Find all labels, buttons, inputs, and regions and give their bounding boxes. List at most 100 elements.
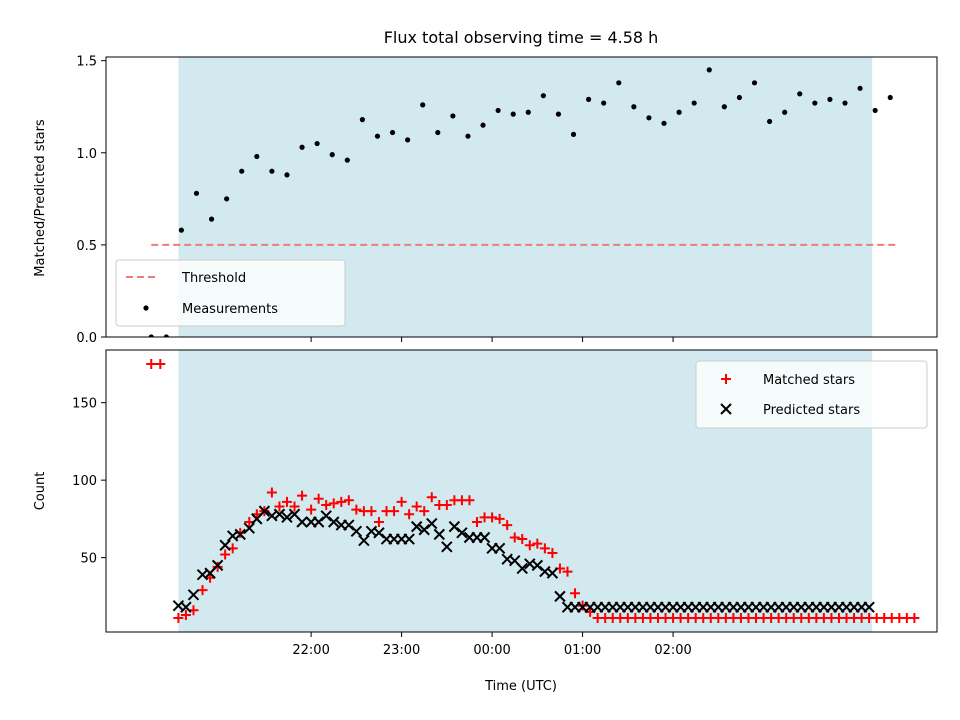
bottom-plus-point xyxy=(509,532,520,543)
top-dot-point xyxy=(751,80,758,86)
bottom-plus-point xyxy=(366,506,377,517)
bottom-plus-point xyxy=(155,358,166,369)
bottom-plus-point xyxy=(494,513,505,524)
bottom-y-tick-label: 50 xyxy=(80,552,97,567)
top-dot-point xyxy=(480,122,486,128)
top-dot-point xyxy=(269,168,275,174)
bottom-plus-point xyxy=(313,493,324,504)
bottom-x-point xyxy=(180,601,192,613)
top-dot-point xyxy=(586,96,592,102)
bottom-y-axis-label: Count xyxy=(33,472,48,511)
bottom-plus-point xyxy=(396,496,407,507)
bottom-plus-point xyxy=(336,496,347,507)
top-dot-point xyxy=(208,216,215,222)
top-dot-point xyxy=(691,100,697,106)
bottom-x-point xyxy=(243,522,255,534)
bottom-x-point xyxy=(426,517,438,530)
bottom-plus-point xyxy=(180,609,191,620)
bottom-plus-point xyxy=(539,543,550,554)
bottom-plus-point xyxy=(389,506,400,517)
top-plot-frame xyxy=(105,56,938,338)
bottom-plus-point xyxy=(351,504,362,515)
bottom-plus-point xyxy=(297,490,308,501)
bottom-x-point xyxy=(516,562,528,575)
top-legend: Threshold Measurements xyxy=(115,259,346,327)
bottom-plus-point xyxy=(532,538,543,549)
bottom-plus-point xyxy=(321,499,332,510)
chart-title: Flux total observing time = 4.58 h xyxy=(384,28,659,47)
bottom-legend: Matched stars Predicted stars xyxy=(695,360,928,429)
bottom-y-tick-label: 100 xyxy=(72,474,97,489)
top-dot-point xyxy=(827,96,833,102)
top-dot-point xyxy=(163,334,169,337)
top-dot-point xyxy=(178,227,185,233)
top-y-tick-label: 1.0 xyxy=(76,147,97,162)
top-dot-point xyxy=(857,85,863,91)
bottom-x-point xyxy=(258,505,271,517)
legend-matched-swatch xyxy=(721,374,731,384)
bottom-x-point xyxy=(234,528,246,541)
bottom-plus-point xyxy=(373,516,384,527)
legend-measurements-swatch xyxy=(143,305,149,311)
bottom-x-point xyxy=(493,542,506,555)
top-dot-point xyxy=(344,157,350,163)
bottom-plus-point xyxy=(306,504,317,515)
bottom-x-point xyxy=(456,527,468,539)
top-dot-point xyxy=(284,172,290,178)
bottom-x-point xyxy=(350,525,363,537)
top-y-axis-label: Matched/Predicted stars xyxy=(33,119,48,277)
bottom-plus-point xyxy=(404,509,415,520)
top-dot-point xyxy=(782,109,788,115)
legend-matched-label: Matched stars xyxy=(763,373,855,388)
bottom-plus-point xyxy=(570,588,581,599)
bottom-x-point xyxy=(187,589,200,601)
top-dot-point xyxy=(148,334,154,337)
bottom-legend-box xyxy=(695,360,928,429)
top-dot-point xyxy=(420,102,426,108)
bottom-x-point xyxy=(273,508,286,520)
bottom-plus-point xyxy=(547,547,558,558)
top-dot-point xyxy=(797,91,803,97)
top-dot-point xyxy=(736,94,743,101)
top-dot-point xyxy=(555,111,562,117)
bottom-plus-point xyxy=(281,496,292,507)
bottom-plus-point xyxy=(472,516,483,527)
legend-threshold-label: Threshold xyxy=(181,271,246,286)
bottom-plus-point xyxy=(441,499,452,510)
top-dot-point xyxy=(299,144,305,150)
bottom-x-point xyxy=(546,567,559,579)
top-dot-point xyxy=(254,153,260,160)
top-markers xyxy=(148,67,893,337)
top-dot-point xyxy=(495,107,501,114)
bottom-panel: 50 100 150 22:00 23:00 00:00 01:00 02:00 Matched… xyxy=(72,349,938,658)
bottom-markers xyxy=(146,358,920,624)
bottom-plus-point xyxy=(524,540,535,551)
bottom-x-point xyxy=(863,601,875,613)
x-tick-label: 01:00 xyxy=(564,643,601,658)
top-panel: 0.0 0.5 1.0 1.5 Threshold Measurements xyxy=(76,55,938,346)
bottom-plus-point xyxy=(562,566,573,577)
top-dot-point xyxy=(706,67,712,73)
top-dot-point xyxy=(374,133,381,139)
bottom-plus-point xyxy=(577,600,588,611)
top-dot-point xyxy=(676,109,682,115)
top-dot-point xyxy=(405,137,411,143)
top-legend-box xyxy=(115,259,346,327)
bottom-plus-point xyxy=(909,613,920,624)
top-dot-point xyxy=(314,140,320,147)
top-dot-point xyxy=(812,100,818,106)
bottom-plus-point xyxy=(411,501,422,512)
bottom-plus-point xyxy=(173,613,184,624)
bottom-x-point xyxy=(219,539,231,551)
top-dot-point xyxy=(193,190,200,196)
bottom-x-point xyxy=(328,516,340,528)
bottom-plus-point xyxy=(487,512,498,523)
bottom-x-point xyxy=(211,559,224,572)
bottom-plus-point xyxy=(197,585,208,596)
top-dot-point xyxy=(359,117,365,123)
x-axis-label: Time (UTC) xyxy=(484,679,557,694)
top-dot-point xyxy=(570,131,577,137)
top-dot-point xyxy=(389,129,396,136)
top-y-tick-label: 0.0 xyxy=(76,331,97,346)
